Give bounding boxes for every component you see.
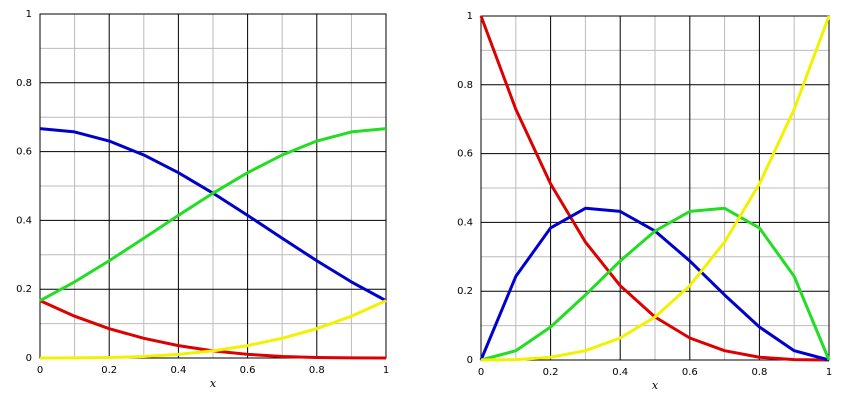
y-tick-label: 0.8 xyxy=(457,80,473,91)
x-tick-label: 0.2 xyxy=(101,365,117,376)
x-tick-label: 0.6 xyxy=(682,367,698,378)
series-line xyxy=(39,127,387,302)
y-tick-label: 1 xyxy=(26,9,32,20)
plot-frame xyxy=(480,15,830,361)
x-tick-label: 1 xyxy=(383,365,389,376)
x-axis-label: x xyxy=(652,379,659,392)
x-tick-label: 0.2 xyxy=(543,367,559,378)
x-tick-label: 0.6 xyxy=(240,365,256,376)
y-tick-label: 0.2 xyxy=(16,284,32,295)
y-tick-label: 0.4 xyxy=(16,215,32,226)
x-tick-label: 0 xyxy=(478,367,484,378)
y-tick-label: 1 xyxy=(467,11,473,22)
x-axis-label: x xyxy=(210,377,217,390)
x-tick-label: 0 xyxy=(37,365,43,376)
y-tick-label: 0.8 xyxy=(16,78,32,89)
x-tick-label: 0.8 xyxy=(751,367,767,378)
x-tick-label: 0.4 xyxy=(170,365,186,376)
x-tick-label: 0.8 xyxy=(309,365,325,376)
y-tick-label: 0 xyxy=(26,353,32,364)
plot-frame xyxy=(39,13,387,359)
series-line xyxy=(480,206,831,362)
y-tick-label: 0.6 xyxy=(16,147,32,158)
x-tick-label: 1 xyxy=(826,367,832,378)
series-line xyxy=(480,15,831,362)
y-tick-label: 0.6 xyxy=(457,149,473,160)
y-tick-label: 0 xyxy=(467,355,473,366)
y-tick-label: 0.4 xyxy=(457,217,473,228)
y-tick-label: 0.2 xyxy=(457,286,473,297)
x-tick-label: 0.4 xyxy=(612,367,628,378)
series-line xyxy=(39,299,387,360)
